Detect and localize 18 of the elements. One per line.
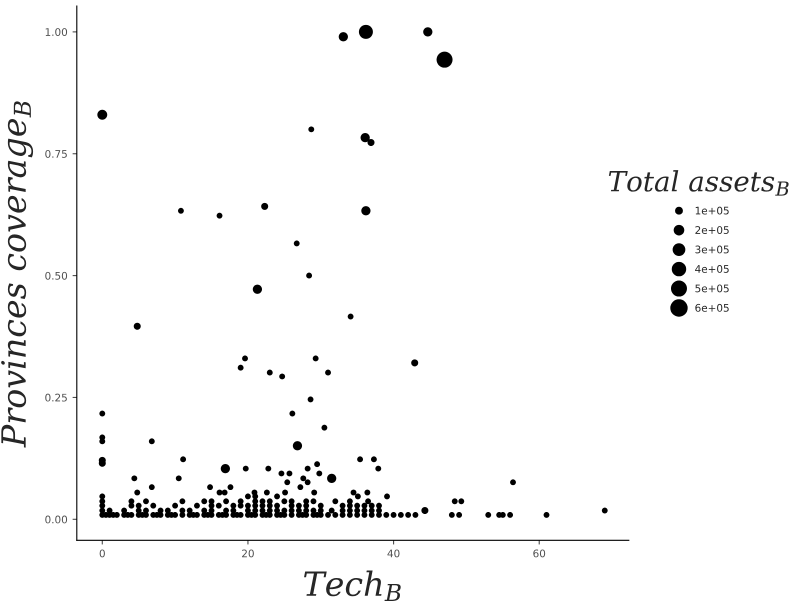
x-tick-label: 60 (533, 549, 546, 558)
legend-label: 3e+05 (695, 246, 729, 254)
y-tick-label: 0.25 (45, 394, 67, 402)
legend-label: 6e+05 (695, 304, 729, 312)
y-tick-label: 0.00 (45, 516, 68, 524)
y-tick-label: 1.00 (46, 28, 68, 36)
x-tick-label: 40 (387, 549, 400, 558)
x-tick-label: 0 (100, 549, 105, 558)
y-tick-label: 0.50 (45, 272, 68, 280)
legend-label: 4e+05 (695, 265, 729, 273)
y-axis-title: Provinces coverage$_{B}$ (1, 101, 34, 448)
legend-label: 1e+05 (696, 206, 729, 215)
legend-title: Total assets$_{B}$ (608, 170, 789, 196)
x-tick-label: 20 (242, 549, 254, 558)
x-axis-title: Tech$_{B}$ (304, 570, 401, 601)
y-tick-label: 0.75 (45, 150, 67, 158)
legend-label: 5e+05 (695, 284, 729, 292)
legend-label: 2e+05 (695, 226, 729, 234)
